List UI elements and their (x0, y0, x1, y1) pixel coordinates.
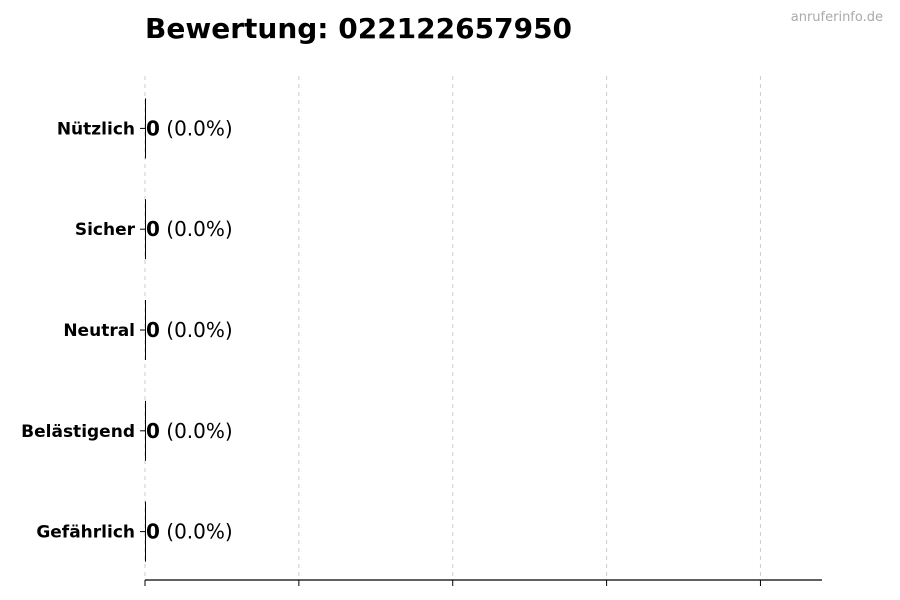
bar (145, 98, 146, 159)
bar (145, 199, 146, 260)
category-label: Nützlich (57, 119, 135, 139)
category-label: Sicher (75, 220, 136, 240)
count-label: 0 (146, 520, 160, 544)
count-label: 0 (146, 116, 160, 140)
count-label: 0 (146, 217, 160, 241)
data-label: 0 (0.0%) (146, 520, 233, 544)
bar (145, 501, 146, 562)
category-label: Neutral (63, 321, 135, 341)
data-label: 0 (0.0%) (146, 419, 233, 443)
count-label: 0 (146, 419, 160, 443)
percent-label: (0.0%) (160, 419, 233, 443)
percent-label: (0.0%) (160, 318, 233, 342)
watermark: anruferinfo.de (790, 10, 883, 25)
percent-label: (0.0%) (160, 520, 233, 544)
percent-label: (0.0%) (160, 116, 233, 140)
category-label: Belästigend (21, 422, 135, 442)
percent-label: (0.0%) (160, 217, 233, 241)
chart-title: Bewertung: 022122657950 (145, 12, 573, 45)
count-label: 0 (146, 318, 160, 342)
category-label: Gefährlich (36, 523, 135, 543)
data-label: 0 (0.0%) (146, 318, 233, 342)
bar (145, 400, 146, 461)
data-label: 0 (0.0%) (146, 217, 233, 241)
bar (145, 300, 146, 360)
data-label: 0 (0.0%) (146, 116, 233, 140)
